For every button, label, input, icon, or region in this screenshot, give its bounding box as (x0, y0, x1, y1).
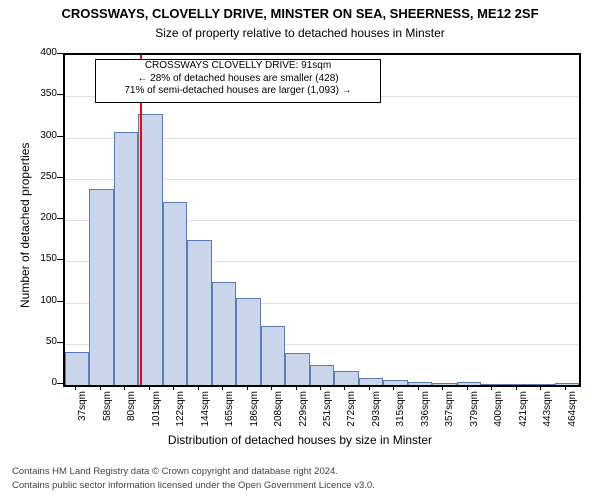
x-tick-mark (149, 385, 150, 390)
x-tick-mark (271, 385, 272, 390)
x-tick-label: 80sqm (126, 391, 137, 441)
x-tick-mark (467, 385, 468, 390)
x-tick-label: 293sqm (371, 391, 382, 441)
y-axis-label: Number of detached properties (18, 143, 32, 308)
footer-line-2: Contains public sector information licen… (12, 480, 600, 491)
y-tick-mark (57, 177, 63, 178)
x-tick-mark (344, 385, 345, 390)
x-tick-mark (442, 385, 443, 390)
y-tick-mark (57, 301, 63, 302)
y-tick-mark (57, 259, 63, 260)
x-tick-label: 336sqm (420, 391, 431, 441)
x-tick-label: 165sqm (224, 391, 235, 441)
chart-plot-area (63, 53, 581, 387)
page-subtitle: Size of property relative to detached ho… (0, 26, 600, 40)
y-tick-mark (57, 94, 63, 95)
annotation-line-2: ← 28% of detached houses are smaller (42… (96, 73, 380, 86)
x-tick-mark (124, 385, 125, 390)
y-tick-mark (57, 53, 63, 54)
y-tick-label: 250 (23, 171, 57, 182)
x-tick-mark (320, 385, 321, 390)
y-tick-mark (57, 342, 63, 343)
annotation-box: CROSSWAYS CLOVELLY DRIVE: 91sqm ← 28% of… (95, 59, 381, 103)
page-title: CROSSWAYS, CLOVELLY DRIVE, MINSTER ON SE… (0, 6, 600, 21)
x-tick-label: 315sqm (395, 391, 406, 441)
histogram-bar (383, 380, 407, 385)
histogram-bar (212, 282, 236, 385)
x-tick-label: 379sqm (469, 391, 480, 441)
histogram-bar (310, 365, 334, 385)
x-tick-mark (247, 385, 248, 390)
histogram-bar (432, 383, 456, 385)
x-tick-mark (173, 385, 174, 390)
y-tick-label: 350 (23, 88, 57, 99)
footer-line-1: Contains HM Land Registry data © Crown c… (12, 466, 600, 477)
y-tick-label: 0 (23, 377, 57, 388)
histogram-bar (89, 189, 113, 385)
x-tick-mark (565, 385, 566, 390)
histogram-bar (187, 240, 211, 385)
histogram-bar (457, 382, 481, 385)
annotation-line-1: CROSSWAYS CLOVELLY DRIVE: 91sqm (96, 60, 380, 73)
histogram-bar (261, 326, 285, 385)
x-tick-label: 58sqm (102, 391, 113, 441)
histogram-bar (163, 202, 187, 385)
histogram-bar (506, 384, 530, 385)
y-tick-label: 200 (23, 212, 57, 223)
x-tick-mark (296, 385, 297, 390)
y-tick-mark (57, 383, 63, 384)
x-tick-label: 144sqm (200, 391, 211, 441)
y-tick-mark (57, 218, 63, 219)
y-tick-label: 150 (23, 253, 57, 264)
histogram-bar (359, 378, 383, 385)
histogram-bar (285, 353, 309, 385)
x-tick-mark (75, 385, 76, 390)
histogram-bar (481, 384, 505, 385)
x-tick-label: 186sqm (249, 391, 260, 441)
y-tick-label: 400 (23, 47, 57, 58)
histogram-bar (65, 352, 89, 385)
histogram-bar (530, 384, 554, 385)
x-tick-label: 357sqm (444, 391, 455, 441)
x-tick-label: 37sqm (77, 391, 88, 441)
y-tick-label: 50 (23, 336, 57, 347)
x-tick-mark (198, 385, 199, 390)
x-tick-mark (516, 385, 517, 390)
x-tick-label: 101sqm (151, 391, 162, 441)
histogram-bar (555, 383, 579, 385)
x-tick-label: 400sqm (493, 391, 504, 441)
reference-line (140, 55, 142, 385)
x-tick-label: 122sqm (175, 391, 186, 441)
x-tick-mark (222, 385, 223, 390)
x-tick-mark (393, 385, 394, 390)
x-tick-label: 421sqm (518, 391, 529, 441)
x-tick-mark (540, 385, 541, 390)
y-tick-label: 300 (23, 130, 57, 141)
x-tick-label: 208sqm (273, 391, 284, 441)
histogram-bar (114, 132, 138, 385)
x-tick-mark (418, 385, 419, 390)
y-tick-mark (57, 136, 63, 137)
x-tick-label: 464sqm (567, 391, 578, 441)
x-tick-mark (100, 385, 101, 390)
histogram-bar (408, 382, 432, 385)
y-tick-label: 100 (23, 295, 57, 306)
x-tick-label: 251sqm (322, 391, 333, 441)
x-tick-mark (369, 385, 370, 390)
x-tick-mark (491, 385, 492, 390)
histogram-bar (334, 371, 358, 385)
histogram-bar (236, 298, 260, 385)
x-tick-label: 229sqm (298, 391, 309, 441)
x-tick-label: 443sqm (542, 391, 553, 441)
annotation-line-3: 71% of semi-detached houses are larger (… (96, 85, 380, 98)
x-tick-label: 272sqm (346, 391, 357, 441)
